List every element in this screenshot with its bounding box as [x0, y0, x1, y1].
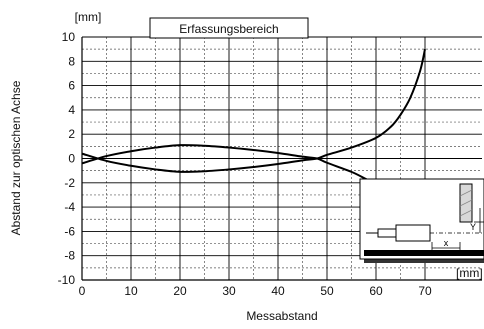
- x-tick-label: 10: [124, 284, 138, 298]
- y-tick-label: 2: [68, 127, 75, 141]
- y-tick-label: 8: [68, 54, 75, 68]
- inset-base: [364, 250, 484, 256]
- inset-y-label: Y: [470, 222, 476, 232]
- y-tick-label: 10: [62, 30, 76, 44]
- x-tick-labels: 0 10 20 30 40 50 60 70: [79, 284, 432, 298]
- y-tick-label: -2: [64, 176, 75, 190]
- inset-sensor-head: [378, 229, 396, 237]
- y-tick-label: -10: [58, 273, 76, 287]
- y-tick-label: -6: [64, 224, 75, 238]
- y-unit-label: [mm]: [75, 10, 102, 24]
- x-tick-label: 40: [271, 284, 285, 298]
- x-tick-label: 50: [320, 284, 334, 298]
- x-unit-label: [mm]: [456, 266, 483, 280]
- x-axis-title: Messabstand: [246, 309, 317, 323]
- x-tick-label: 20: [173, 284, 187, 298]
- x-tick-label: 60: [369, 284, 383, 298]
- inset-schematic: x Y: [360, 179, 484, 263]
- x-tick-label: 0: [79, 284, 86, 298]
- inset-sensor-body: [396, 225, 430, 241]
- y-tick-label: 0: [68, 152, 75, 166]
- y-axis-title: Abstand zur optischen Achse: [9, 80, 23, 235]
- y-tick-label: 4: [68, 103, 75, 117]
- chart-title: Erfassungsbereich: [179, 22, 278, 36]
- y-tick-labels: 10 8 6 4 2 0 -2 -4 -6 -8 -10: [58, 30, 76, 287]
- x-tick-label: 30: [222, 284, 236, 298]
- y-tick-label: -8: [64, 249, 75, 263]
- y-tick-label: -4: [64, 200, 75, 214]
- y-tick-label: 6: [68, 79, 75, 93]
- inset-x-label: x: [444, 238, 449, 248]
- x-tick-label: 70: [418, 284, 432, 298]
